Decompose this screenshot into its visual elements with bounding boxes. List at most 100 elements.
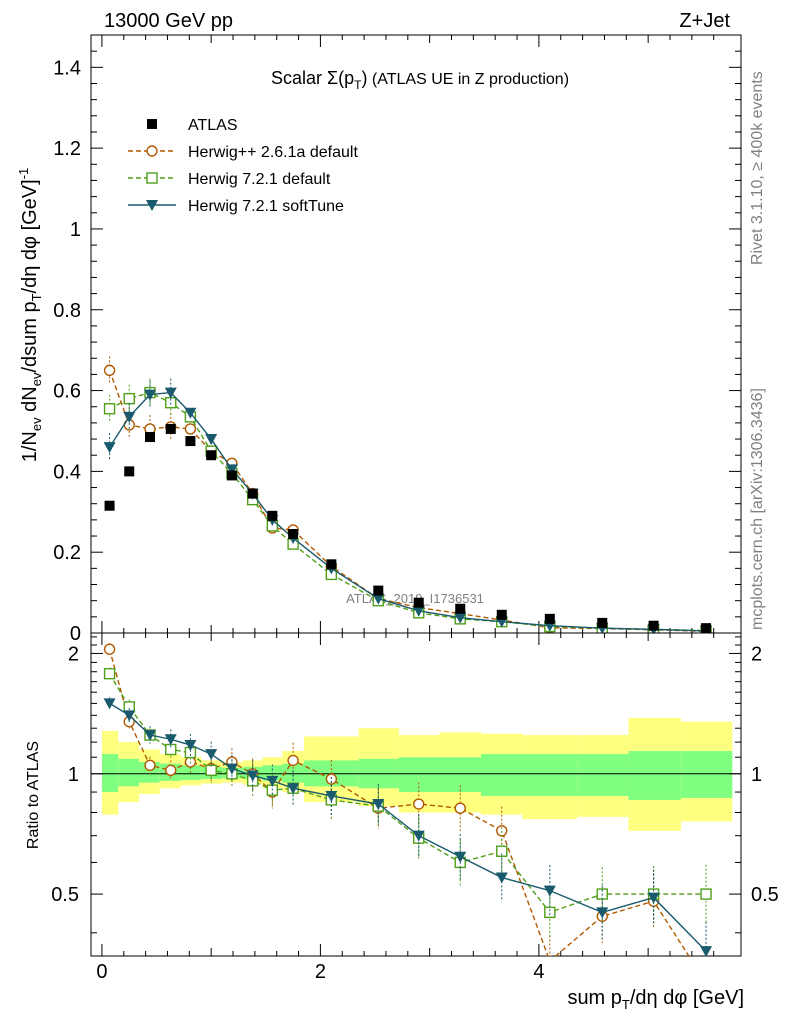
circle-marker bbox=[165, 764, 177, 777]
uncertainty-bands bbox=[101, 717, 733, 831]
triangle-marker bbox=[700, 946, 713, 956]
x-axis-label: sum pT/dη dφ [GeV] bbox=[567, 987, 744, 1012]
triangle-marker bbox=[287, 783, 300, 795]
triangle-marker bbox=[266, 775, 279, 787]
circle-marker bbox=[325, 773, 338, 785]
triangle-marker bbox=[543, 885, 556, 897]
legend-label: Herwig 7.2.1 softTune bbox=[188, 198, 344, 215]
data-point-marker bbox=[455, 603, 466, 614]
y-tick-label: 1.4 bbox=[53, 57, 81, 79]
green-band-bin bbox=[628, 751, 681, 800]
x-tick-label: 4 bbox=[533, 961, 544, 983]
y-tick-label: 1.2 bbox=[53, 138, 81, 160]
rivet-version-label: Rivet 3.1.10, ≥ 400k events bbox=[749, 71, 766, 265]
triangle-marker bbox=[184, 407, 197, 419]
square-marker bbox=[700, 888, 712, 900]
triangle-marker bbox=[225, 763, 238, 775]
triangle-marker bbox=[647, 892, 660, 904]
main-series-group bbox=[103, 356, 713, 633]
triangle-marker bbox=[372, 799, 385, 811]
ratio-tick-label: 1 bbox=[68, 764, 79, 786]
circle-marker bbox=[103, 364, 116, 377]
circle-marker bbox=[413, 798, 425, 810]
ratio-panel: 0 2 4 0.5 0.5 1 1 2 2 bbox=[51, 632, 779, 983]
legend-entry: Herwig 7.2.1 default bbox=[128, 171, 331, 188]
legend: ATLAS Herwig++ 2.6.1a default Herwig 7.2.1… bbox=[128, 117, 358, 215]
square-marker bbox=[205, 764, 217, 777]
legend-label: ATLAS bbox=[188, 117, 238, 134]
triangle-marker bbox=[454, 612, 467, 624]
triangle-marker bbox=[103, 698, 116, 710]
data-point-marker bbox=[226, 470, 237, 481]
circle-marker bbox=[547, 955, 553, 956]
data-point-marker bbox=[648, 620, 659, 631]
ratio-series-group bbox=[103, 643, 713, 956]
triangle-marker bbox=[164, 387, 177, 399]
data-point-marker bbox=[373, 585, 384, 596]
triangle-marker bbox=[123, 411, 136, 423]
legend-label: Herwig++ 2.6.1a default bbox=[188, 144, 358, 161]
y-tick-label: 0 bbox=[70, 623, 81, 645]
triangle-marker bbox=[412, 605, 425, 617]
data-point-marker bbox=[288, 529, 299, 540]
y-tick-label: 0.6 bbox=[53, 381, 81, 403]
data-point-marker bbox=[206, 450, 217, 461]
triangle-marker bbox=[205, 434, 218, 446]
header-channel: Z+Jet bbox=[679, 10, 730, 32]
triangle-marker bbox=[164, 734, 177, 746]
square-marker bbox=[103, 403, 116, 415]
circle-marker bbox=[184, 423, 197, 435]
green-band-bin bbox=[118, 758, 140, 787]
legend-entry: ATLAS bbox=[147, 117, 238, 134]
y-axis-label: 1/Nev dNev/dsum pT/dη dφ [GeV]-1 bbox=[16, 168, 44, 463]
ratio-tick-label: 0.5 bbox=[51, 884, 79, 906]
circle-marker bbox=[287, 754, 299, 767]
data-point-marker bbox=[267, 510, 278, 521]
green-band-bin bbox=[481, 754, 523, 796]
ratio-tick-label-right: 2 bbox=[751, 643, 762, 665]
square-marker bbox=[544, 906, 556, 919]
green-band-bin bbox=[577, 754, 629, 796]
triangle-marker bbox=[246, 770, 259, 782]
main-panel: 00.20.40.60.811.21.4ATLAS_2019_I1736531 bbox=[53, 34, 742, 645]
ratio-tick-label-right: 0.5 bbox=[751, 884, 779, 906]
green-band-bin bbox=[399, 757, 440, 793]
data-point-marker bbox=[544, 613, 555, 624]
ratio-axis-label: Ratio to ATLAS bbox=[25, 741, 42, 849]
triangle-marker bbox=[412, 830, 425, 842]
data-point-marker bbox=[326, 559, 337, 570]
triangle-marker bbox=[495, 872, 508, 884]
green-band-bin bbox=[522, 754, 578, 796]
triangle-marker bbox=[372, 593, 385, 605]
triangle-marker bbox=[325, 790, 338, 802]
ratio-tick-label-right: 1 bbox=[751, 764, 762, 786]
triangle-marker bbox=[184, 740, 197, 752]
ratio-tick-label: 2 bbox=[68, 643, 79, 665]
x-tick-label: 0 bbox=[96, 961, 107, 983]
data-point-marker bbox=[701, 623, 712, 633]
legend-label: Herwig 7.2.1 default bbox=[188, 171, 331, 188]
triangle-marker bbox=[123, 710, 136, 722]
circle-marker bbox=[146, 145, 158, 157]
data-point-marker bbox=[124, 466, 135, 477]
data-point-marker bbox=[147, 119, 157, 129]
square-marker bbox=[146, 172, 158, 184]
data-point-marker bbox=[165, 423, 176, 434]
x-tick-label: 2 bbox=[315, 961, 326, 983]
data-point-marker bbox=[185, 436, 196, 447]
data-point-marker bbox=[104, 500, 115, 511]
circle-marker bbox=[454, 802, 466, 814]
legend-entry: Herwig 7.2.1 softTune bbox=[128, 198, 344, 215]
data-point-marker bbox=[247, 488, 258, 499]
data-point-marker bbox=[496, 609, 507, 620]
mcplots-label: mcplots.cern.ch [arXiv:1306.3436] bbox=[749, 388, 766, 630]
circle-marker bbox=[144, 759, 156, 771]
square-marker bbox=[103, 667, 116, 680]
triangle-marker bbox=[596, 907, 609, 919]
square-marker bbox=[496, 845, 508, 857]
circle-marker bbox=[103, 643, 116, 655]
ratio-frame bbox=[90, 632, 742, 957]
legend-entry: Herwig++ 2.6.1a default bbox=[128, 144, 358, 161]
data-point-marker bbox=[144, 432, 155, 443]
